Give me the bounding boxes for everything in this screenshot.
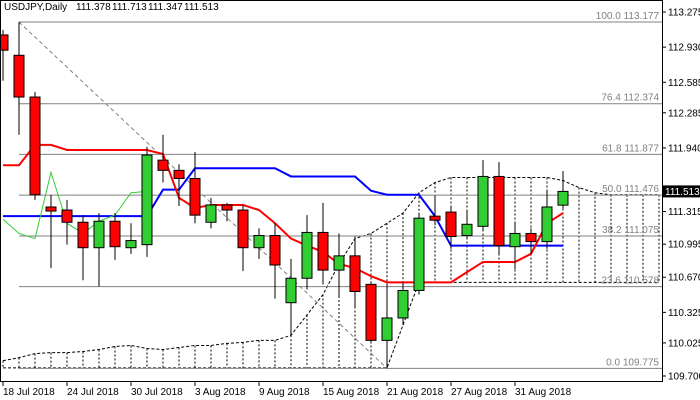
- y-tick-label: 109.700: [668, 371, 700, 382]
- y-tick-label: 112.585: [668, 78, 700, 89]
- fib-label: 100.0 113.177: [596, 11, 660, 22]
- fib-value: 113.177: [624, 11, 660, 22]
- candle-body: [93, 220, 105, 249]
- candle-body: [381, 317, 393, 341]
- fib-value: 112.374: [624, 93, 660, 104]
- x-tick-label: 15 Aug 2018: [323, 387, 380, 398]
- candle-body: [285, 277, 297, 304]
- candle-body: [413, 217, 425, 291]
- y-tick-label: 111.315: [668, 207, 700, 218]
- fib-ratio: 38.2: [602, 225, 622, 236]
- y-tick-label: 110.670: [668, 273, 700, 284]
- y-tick-label: 113.275: [668, 8, 700, 19]
- fib-ratio: 76.4: [601, 93, 621, 104]
- candle-body: [205, 204, 217, 223]
- candle-body: [349, 255, 361, 292]
- indicator-line: [2, 170, 148, 240]
- candle-body: [13, 54, 25, 98]
- y-tick-label: 112.285: [668, 108, 700, 119]
- fib-ratio: 100.0: [596, 11, 621, 22]
- candle-body: [445, 211, 457, 238]
- fib-value: 110.578: [624, 276, 660, 287]
- candle-body: [29, 96, 41, 196]
- y-tick-label: 111.940: [668, 143, 700, 154]
- candle-body: [429, 215, 441, 221]
- y-tick-label: 110.325: [668, 308, 700, 319]
- fib-value: 111.877: [624, 143, 659, 154]
- fib-label: 0.0 109.775: [606, 357, 659, 368]
- candle-body: [45, 206, 57, 212]
- candle-body: [493, 175, 505, 247]
- candle-body: [0, 34, 9, 51]
- candle-body: [125, 240, 137, 249]
- x-tick-label: 3 Aug 2018: [195, 387, 246, 398]
- candle-body: [157, 159, 169, 171]
- candle-body: [221, 204, 233, 211]
- fib-ratio: 50.0: [602, 184, 622, 195]
- fib-value: 111.476: [624, 184, 659, 195]
- fib-ratio: 0.0: [606, 357, 620, 368]
- candle-body: [397, 289, 409, 319]
- fib-ratio: 23.6: [601, 276, 621, 287]
- x-tick-label: 21 Aug 2018: [387, 387, 444, 398]
- candle-body: [77, 221, 89, 249]
- candle-body: [61, 209, 73, 223]
- candle-body: [301, 231, 313, 279]
- indicator-line: [3, 143, 564, 284]
- fib-value: 111.075: [624, 225, 659, 236]
- cloud-span: [3, 281, 659, 369]
- fib-label: 61.8 111.877: [602, 143, 659, 154]
- x-tick-label: 18 Jul 2018: [3, 387, 55, 398]
- candle-body: [189, 177, 201, 216]
- x-tick-label: 31 Aug 2018: [515, 387, 572, 398]
- fib-ratio: 61.8: [602, 143, 622, 154]
- candle-body: [365, 283, 377, 341]
- plot-area: 100.0 113.177 76.4 112.374 61.8 111.877 50.…: [0, 11, 662, 369]
- x-tick-label: 9 Aug 2018: [259, 387, 310, 398]
- candle-body: [477, 175, 489, 227]
- header-high: 111.713: [112, 2, 147, 13]
- candle-body: [109, 220, 121, 248]
- fib-label: 23.6 110.578: [601, 276, 659, 287]
- candle-body: [333, 255, 345, 271]
- x-tick-label: 30 Jul 2018: [131, 387, 183, 398]
- fib-label: 76.4 112.374: [601, 93, 659, 104]
- fib-value: 109.775: [623, 357, 660, 368]
- indicator-line: [3, 167, 563, 247]
- fib-label: 38.2 111.075: [602, 225, 659, 236]
- y-tick-label: 110.995: [668, 240, 700, 251]
- cloud-span: [2, 176, 659, 362]
- x-tick-label: 27 Aug 2018: [451, 387, 508, 398]
- fib-label: 50.0 111.476: [602, 184, 659, 195]
- y-tick-label: 110.025: [668, 338, 700, 349]
- header-low: 111.347: [148, 2, 183, 13]
- price-tag: [662, 185, 700, 198]
- chart-title: USDJPY,Daily: [4, 2, 67, 13]
- candle-body: [269, 234, 281, 266]
- candle-body: [557, 190, 569, 206]
- x-tick-label: 24 Jul 2018: [67, 387, 119, 398]
- candle-body: [509, 232, 521, 248]
- header-open: 111.378: [76, 2, 111, 13]
- candle-body: [317, 231, 329, 271]
- candle-body: [525, 232, 537, 243]
- price-tag-label: 111.513: [665, 187, 700, 198]
- header-close: 111.513: [184, 2, 219, 13]
- candle-body: [461, 223, 473, 236]
- candle-body: [253, 234, 265, 249]
- candle-body: [173, 169, 185, 179]
- y-tick-label: 112.930: [668, 43, 700, 54]
- candle-body: [541, 206, 553, 243]
- candle-body: [141, 154, 153, 246]
- candle-body: [237, 209, 249, 249]
